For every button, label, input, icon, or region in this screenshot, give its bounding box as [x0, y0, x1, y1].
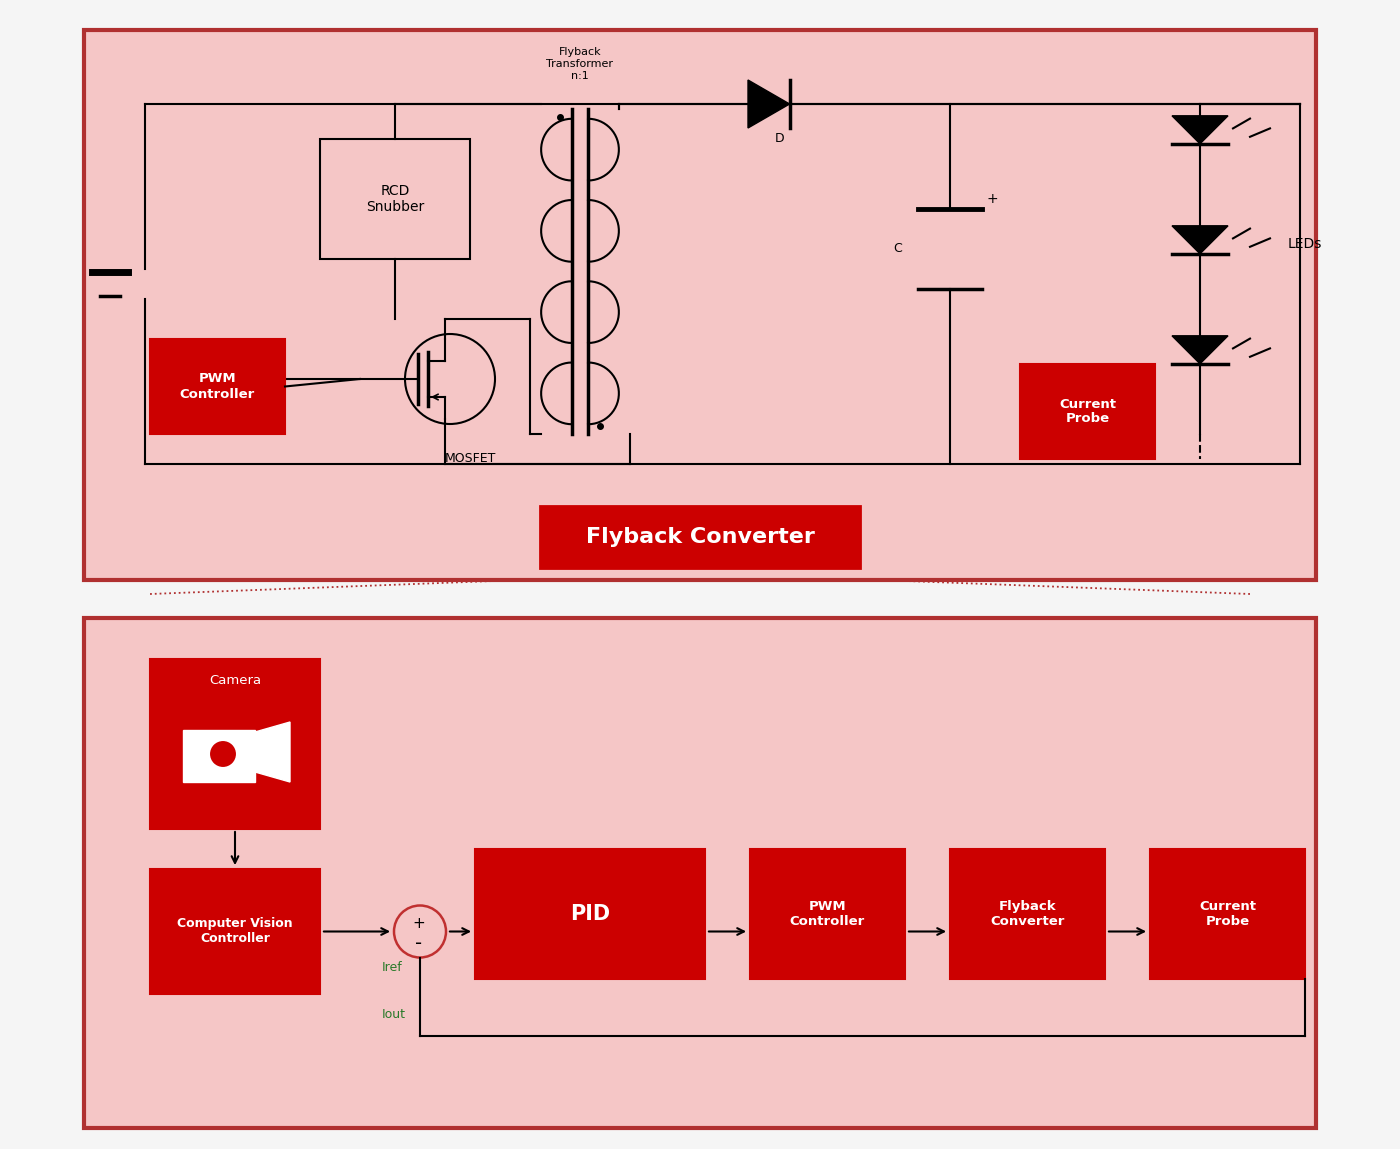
Bar — [150, 660, 321, 828]
Circle shape — [209, 740, 237, 768]
Bar — [1149, 849, 1305, 979]
Bar — [475, 849, 706, 979]
Bar — [1021, 364, 1155, 458]
Text: Flyback
Converter: Flyback Converter — [990, 900, 1064, 927]
Polygon shape — [1172, 226, 1228, 254]
Text: PWM
Controller: PWM Controller — [179, 372, 255, 401]
Text: -: - — [416, 934, 423, 953]
Text: Flyback Converter: Flyback Converter — [585, 527, 815, 547]
Polygon shape — [255, 722, 290, 782]
Polygon shape — [748, 80, 790, 128]
Bar — [183, 730, 255, 782]
Text: Camera: Camera — [209, 674, 260, 687]
Text: Computer Vision
Controller: Computer Vision Controller — [178, 918, 293, 946]
Text: Current
Probe: Current Probe — [1198, 900, 1256, 927]
Bar — [84, 30, 1316, 580]
Bar — [84, 618, 1316, 1128]
Text: LEDs: LEDs — [1288, 237, 1323, 250]
Bar — [150, 869, 321, 994]
Text: PID: PID — [570, 904, 610, 924]
Text: D: D — [776, 132, 785, 146]
Text: MOSFET: MOSFET — [444, 453, 496, 465]
Text: +: + — [986, 192, 998, 206]
Polygon shape — [1172, 336, 1228, 364]
Text: Iref: Iref — [382, 961, 403, 974]
Text: +: + — [413, 916, 426, 931]
Text: C: C — [893, 242, 903, 255]
Text: PWM
Controller: PWM Controller — [790, 900, 865, 927]
Bar — [150, 339, 286, 434]
Polygon shape — [1172, 116, 1228, 144]
Text: Flyback
Transformer
n:1: Flyback Transformer n:1 — [546, 47, 613, 80]
Bar — [750, 849, 904, 979]
Bar — [321, 139, 470, 259]
Bar — [540, 506, 860, 568]
Text: Current
Probe: Current Probe — [1058, 398, 1116, 425]
Text: RCD
Snubber: RCD Snubber — [365, 184, 424, 214]
Text: Iout: Iout — [382, 1008, 406, 1020]
Bar — [951, 849, 1105, 979]
